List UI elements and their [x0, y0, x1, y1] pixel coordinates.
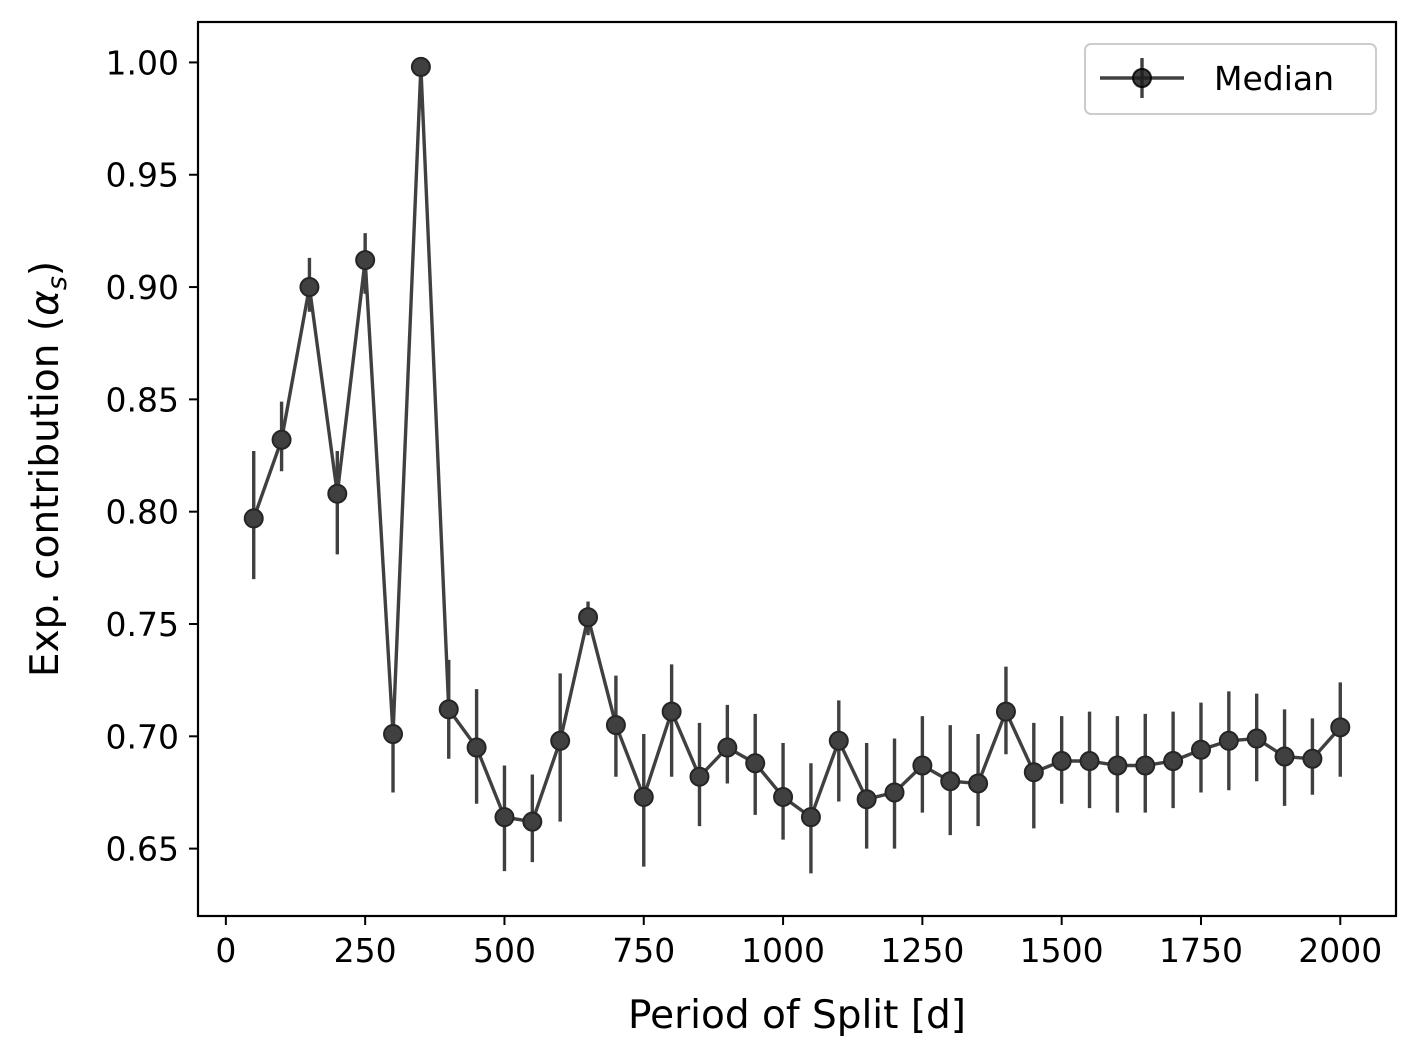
- data-point: [884, 782, 905, 803]
- x-tick-label: 0: [215, 931, 236, 970]
- data-point: [1246, 728, 1267, 749]
- data-point: [717, 737, 738, 758]
- data-point: [661, 701, 682, 722]
- data-point: [1218, 730, 1239, 751]
- data-point: [856, 789, 877, 810]
- data-point: [745, 753, 766, 774]
- data-point: [327, 483, 348, 504]
- legend-box: [1084, 43, 1377, 115]
- y-tick-label: 0.75: [106, 605, 179, 644]
- data-point: [1302, 748, 1323, 769]
- y-axis-ticks: 0.65 0.70 0.75 0.80 0.85 0.90 0.95 1.00: [106, 43, 198, 869]
- data-point: [773, 786, 794, 807]
- data-point: [995, 701, 1016, 722]
- y-axis-label-close: ): [23, 261, 68, 276]
- x-tick-label: 1750: [1159, 931, 1243, 970]
- y-tick-label: 0.80: [106, 493, 179, 532]
- legend: Median: [1084, 43, 1377, 115]
- series-median: [243, 56, 1351, 874]
- data-point: [494, 807, 515, 828]
- data-point: [550, 730, 571, 751]
- data-point: [1023, 762, 1044, 783]
- data-point: [1330, 717, 1351, 738]
- data-point: [299, 277, 320, 298]
- x-tick-label: 1500: [1020, 931, 1104, 970]
- y-tick-label: 0.85: [106, 380, 179, 419]
- data-point: [605, 715, 626, 736]
- data-point: [633, 786, 654, 807]
- x-tick-label: 500: [473, 931, 536, 970]
- y-tick-label: 0.70: [106, 717, 179, 756]
- data-point: [355, 250, 376, 271]
- x-axis-ticks: 0 250 500 750 1000 1250 1500 1750 2000: [215, 916, 1382, 970]
- data-point: [438, 699, 459, 720]
- data-point: [1051, 751, 1072, 772]
- data-point: [466, 737, 487, 758]
- y-tick-label: 0.90: [106, 268, 179, 307]
- x-tick-label: 250: [334, 931, 397, 970]
- y-tick-label: 0.65: [106, 830, 179, 869]
- y-tick-label: 0.95: [106, 156, 179, 195]
- y-tick-label: 1.00: [106, 43, 179, 82]
- data-point: [1079, 751, 1100, 772]
- data-point: [410, 56, 431, 77]
- data-point: [689, 766, 710, 787]
- data-point: [243, 508, 264, 529]
- data-point: [912, 755, 933, 776]
- data-point: [1163, 751, 1184, 772]
- x-tick-label: 2000: [1298, 931, 1382, 970]
- data-point: [1274, 746, 1295, 767]
- data-point: [1135, 755, 1156, 776]
- data-point: [828, 730, 849, 751]
- legend-marker-icon: [1132, 68, 1152, 88]
- data-point: [968, 773, 989, 794]
- data-point: [1107, 755, 1128, 776]
- series-line: [252, 65, 1342, 824]
- data-point: [271, 429, 292, 450]
- x-tick-label: 750: [612, 931, 675, 970]
- y-axis-label-symbol: α: [23, 290, 68, 316]
- x-tick-label: 1250: [880, 931, 964, 970]
- legend-label: Median: [1214, 59, 1334, 98]
- data-point: [1190, 739, 1211, 760]
- x-tick-label: 1000: [741, 931, 825, 970]
- y-axis-label-main: Exp. contribution (: [23, 316, 68, 677]
- plot-frame: [196, 20, 1398, 918]
- data-point: [578, 607, 599, 628]
- data-point: [940, 771, 961, 792]
- data-point: [383, 724, 404, 745]
- data-point: [800, 807, 821, 828]
- data-point: [522, 811, 543, 832]
- x-axis-label: Period of Split [d]: [628, 993, 966, 1038]
- plot-area: [243, 56, 1351, 874]
- y-axis-label-subscript: s: [42, 276, 73, 290]
- y-axis-label: Exp. contribution (αs): [23, 261, 73, 677]
